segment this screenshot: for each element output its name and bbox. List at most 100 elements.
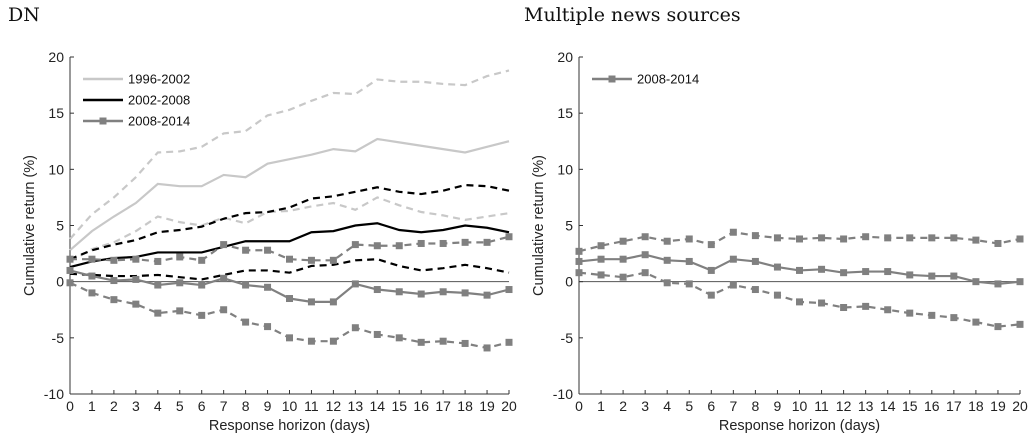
y-tick-label: 0: [565, 274, 573, 290]
legend: 1996-2002 2002-2008 2008-2014: [83, 72, 190, 129]
x-tick-label: 11: [814, 398, 829, 414]
x-tick-label: 2: [110, 398, 118, 414]
series-point: [575, 247, 583, 255]
series-point: [884, 234, 892, 242]
series-point: [597, 255, 605, 263]
series-point: [818, 299, 826, 307]
x-tick-label: 11: [304, 398, 319, 414]
series-2008-2014: [66, 233, 513, 352]
series-point: [685, 257, 693, 265]
series-point: [619, 237, 627, 245]
series-point: [707, 266, 715, 274]
x-tick-label: 6: [198, 398, 206, 414]
series-point: [505, 233, 513, 241]
y-tick-label: -10: [553, 386, 573, 402]
x-tick-label: 20: [501, 398, 517, 414]
series-point: [884, 306, 892, 314]
series-point: [242, 246, 250, 254]
series-point: [286, 295, 293, 303]
x-axis-label: Response horizon (days): [719, 418, 880, 434]
series-point: [751, 257, 759, 265]
series-point: [88, 272, 96, 280]
series-point: [729, 255, 737, 263]
x-tick-label: 13: [858, 398, 874, 414]
series-point: [132, 255, 140, 263]
series-point: [220, 241, 228, 249]
panel-title-dn: DN: [8, 4, 40, 26]
y-tick-label: 10: [557, 161, 573, 177]
series-point: [66, 279, 74, 287]
legend: 2008-2014: [592, 72, 699, 87]
x-tick-label: 3: [641, 398, 649, 414]
series-point: [307, 298, 315, 306]
series-point: [994, 323, 1002, 331]
series-point: [972, 236, 980, 244]
series-point: [840, 235, 848, 243]
series-point: [110, 256, 118, 264]
series-point: [862, 268, 870, 276]
series-point: [505, 338, 513, 346]
series-point: [154, 281, 162, 289]
legend-label: 1996-2002: [128, 72, 190, 87]
x-tick-label: 8: [242, 398, 250, 414]
series-point: [685, 280, 693, 288]
series-point: [220, 306, 228, 314]
series-point: [417, 239, 425, 247]
series-point: [373, 242, 381, 250]
x-tick-label: 18: [968, 398, 984, 414]
series-point: [242, 318, 250, 326]
series-point: [641, 251, 649, 259]
series-point: [994, 280, 1002, 288]
x-axis-label: Response horizon (days): [209, 418, 370, 434]
legend-label: 2008-2014: [637, 72, 699, 87]
y-tick-label: 5: [565, 218, 573, 234]
x-tick-label: 12: [836, 398, 852, 414]
series-mean-line: [69, 222, 510, 269]
series-point: [286, 255, 293, 263]
series-point: [176, 253, 184, 261]
series-point: [950, 314, 958, 322]
panel-title-multiple-news-sources: Multiple news sources: [524, 4, 741, 26]
series-point: [198, 281, 206, 289]
series-point: [663, 237, 671, 245]
series-point: [796, 235, 803, 243]
series-point: [972, 318, 980, 326]
series-point: [373, 286, 381, 294]
series-point: [483, 344, 491, 352]
series-point: [818, 234, 826, 242]
x-tick-label: 14: [880, 398, 896, 414]
series-point: [597, 242, 605, 250]
y-tick-label: 20: [48, 49, 64, 65]
series-point: [906, 271, 914, 279]
series-point: [264, 323, 272, 331]
x-tick-label: 7: [729, 398, 737, 414]
x-tick-label: 5: [176, 398, 184, 414]
y-tick-label: 0: [56, 274, 64, 290]
series-point: [395, 288, 403, 296]
series-point: [417, 290, 425, 298]
x-tick-label: 5: [685, 398, 693, 414]
series-point: [619, 255, 627, 263]
series-point: [906, 234, 914, 242]
series-point: [329, 337, 337, 345]
series-lower-bound-line: [69, 258, 510, 281]
series-point: [928, 311, 936, 319]
x-tick-label: 2: [619, 398, 627, 414]
x-tick-label: 15: [391, 398, 407, 414]
x-tick-label: 18: [457, 398, 473, 414]
series-point: [461, 289, 469, 297]
series-point: [373, 330, 381, 338]
series-point: [329, 256, 337, 264]
x-tick-label: 1: [88, 398, 96, 414]
series-point: [154, 257, 162, 265]
series-point: [575, 257, 583, 265]
series-point: [351, 280, 359, 288]
series-upper-bound-line: [69, 69, 510, 240]
series-2002-2008: [69, 183, 510, 281]
series-point: [1016, 320, 1024, 328]
series-point: [439, 337, 447, 345]
series-point: [439, 239, 447, 247]
series-point: [729, 228, 737, 236]
series-point: [818, 265, 826, 273]
series-point: [66, 255, 74, 263]
